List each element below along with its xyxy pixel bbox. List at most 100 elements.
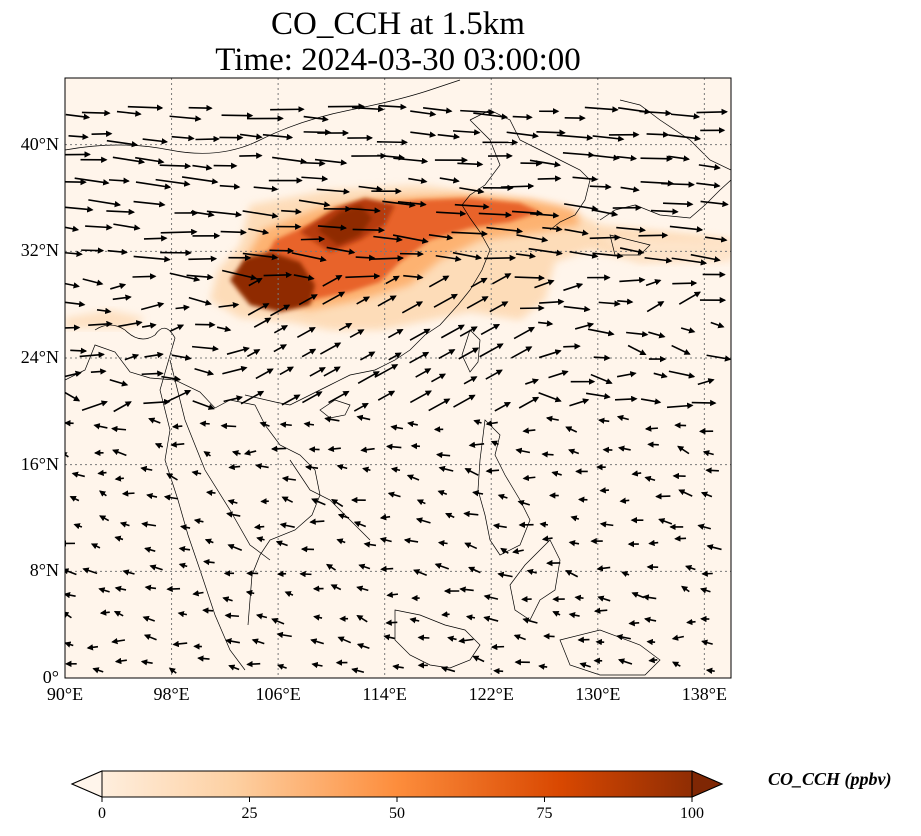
wind-arrow [436,210,467,217]
wind-arrow [497,571,513,579]
wind-arrow [642,594,657,601]
wind-arrow [231,450,241,457]
wind-arrow [650,208,679,215]
wind-arrow [281,394,301,406]
wind-arrow [386,443,402,450]
wind-arrow [65,391,81,402]
wind-arrow [169,324,185,332]
wind-arrow [109,379,129,387]
wind-arrow [360,351,376,361]
wind-arrow [309,367,326,377]
wind-arrow [181,176,219,185]
wind-arrow [262,133,294,141]
wind-arrow [647,441,659,448]
wind-arrow [539,521,549,528]
wind-arrow [350,207,381,214]
wind-arrow [500,182,535,190]
wind-arrow [515,447,531,455]
wind-arrow [452,251,483,261]
wind-arrow [626,330,649,338]
wind-arrow [706,544,722,551]
wind-arrow [697,378,715,386]
wind-arrow [617,298,634,305]
wind-arrow [437,133,461,140]
wind-arrow [380,565,394,573]
wind-arrow [516,234,549,243]
wind-arrow [522,474,536,482]
wind-arrow [646,301,665,313]
wind-arrow [415,368,432,378]
wind-arrow [144,351,164,359]
wind-arrow [178,545,191,553]
wind-arrow [410,110,437,117]
wind-arrow [390,424,404,431]
wind-arrow [646,638,656,646]
wind-arrow [512,113,533,121]
wind-arrow [551,470,562,477]
wind-arrow [142,138,169,145]
wind-arrow [192,400,215,410]
wind-arrow [434,562,450,570]
wind-arrow [219,183,241,190]
wind-arrow [113,401,132,413]
wind-arrow [362,466,371,473]
wind-arrow [460,109,495,116]
wind-arrow [111,637,126,645]
wind-arrow [447,635,457,642]
wind-arrow [436,451,451,459]
wind-arrow [486,226,524,235]
wind-arrow [141,322,157,329]
wind-arrow [440,324,465,339]
wind-arrow [545,415,559,423]
wind-arrow [513,326,536,340]
wind-arrow [599,487,610,494]
wind-arrow [224,612,240,619]
wind-arrow [97,469,107,477]
lon-tick-label: 98°E [153,684,190,704]
wind-arrow [245,589,255,597]
wind-arrow [468,441,485,448]
wind-arrow [598,417,610,424]
wind-arrow [706,354,731,362]
wind-arrow [480,323,501,336]
wind-arrow [640,398,662,405]
wind-arrow [435,254,462,262]
wind-arrow [110,282,127,290]
wind-arrow [313,614,323,621]
wind-arrow [403,537,419,544]
wind-arrow [408,177,428,184]
wind-arrow [564,228,589,236]
wind-arrow [314,158,348,166]
wind-arrow [407,420,418,428]
wind-arrow [431,373,447,383]
wind-arrow [534,279,555,289]
wind-arrow [159,162,192,170]
wind-arrow [379,514,391,521]
wind-arrow [163,494,179,501]
wind-arrow [112,449,127,457]
wind-arrow [437,539,448,547]
colorbar-tick-label: 0 [98,805,106,822]
wind-arrow [251,638,265,645]
wind-arrow [227,543,243,552]
wind-arrow [702,450,714,457]
wind-arrow [441,611,450,618]
wind-arrow [192,590,204,597]
wind-arrow [438,465,454,473]
wind-arrow [671,344,691,355]
wind-arrow [269,247,295,254]
wind-arrow [338,322,353,332]
wind-arrow [463,376,478,385]
wind-arrow [317,224,348,231]
wind-arrow [166,389,192,403]
wind-arrow [273,325,289,334]
wind-arrow [587,154,620,161]
wind-arrow [439,177,460,184]
wind-arrow [525,378,539,385]
wind-arrow [127,104,164,111]
wind-arrow [413,569,427,577]
wind-arrow [298,294,318,306]
wind-arrow [132,273,157,280]
wind-arrow [319,342,342,355]
wind-arrow [161,375,181,382]
